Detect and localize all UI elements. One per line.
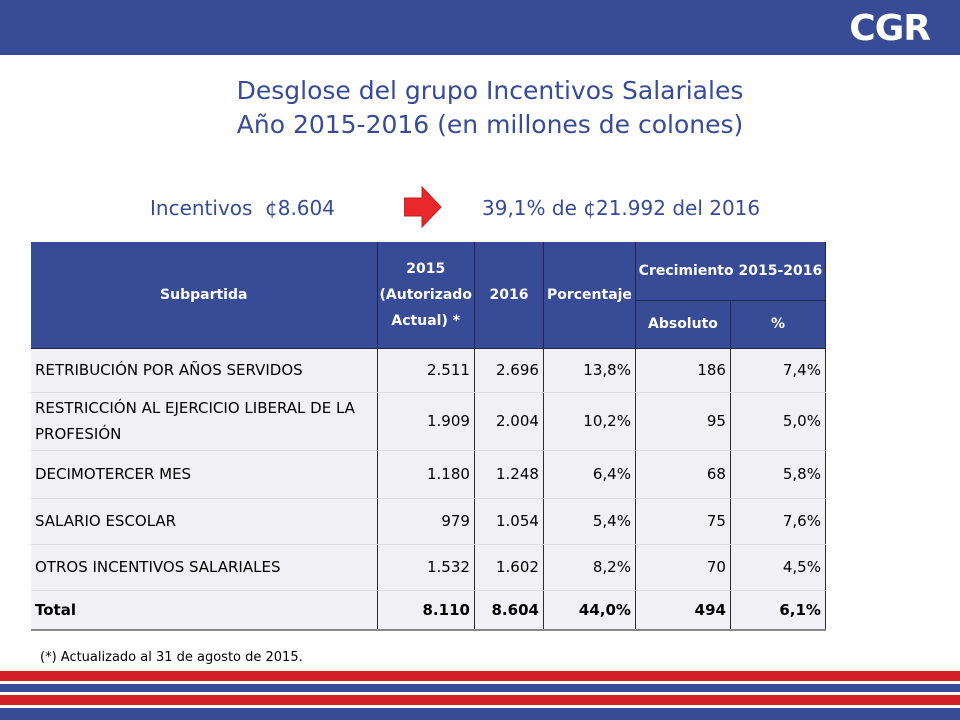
title-line-2: Año 2015-2016 (en millones de colones) (236, 110, 744, 139)
table-row: DECIMOTERCER MES 1.180 1.248 6,4% 68 5,8… (31, 450, 826, 499)
row-pct: 4,5% (730, 544, 826, 591)
table-row: OTROS INCENTIVOS SALARIALES 1.532 1.602 … (31, 544, 826, 591)
row-pct: 7,6% (730, 498, 826, 545)
row-porcentaje: 6,4% (543, 450, 636, 499)
row-2015: 979 (377, 498, 475, 545)
row-2016: 1.054 (474, 498, 544, 545)
row-porcentaje: 5,4% (543, 498, 636, 545)
row-name: RETRIBUCIÓN POR AÑOS SERVIDOS (31, 348, 378, 393)
total-2016: 8.604 (474, 589, 544, 631)
row-2015: 2.511 (377, 348, 475, 393)
row-pct: 5,0% (730, 392, 826, 451)
row-porcentaje: 8,2% (543, 544, 636, 591)
row-name: RESTRICCIÓN AL EJERCICIO LIBERAL DE LA P… (31, 392, 378, 451)
row-pct: 7,4% (730, 348, 826, 393)
row-name: OTROS INCENTIVOS SALARIALES (31, 544, 378, 591)
total-row: Total 8.110 8.604 44,0% 494 6,1% (31, 589, 826, 631)
row-absoluto: 68 (635, 450, 731, 499)
table-row: SALARIO ESCOLAR 979 1.054 5,4% 75 7,6% (31, 498, 826, 545)
header-crecimiento: Crecimiento 2015-2016 (635, 242, 826, 301)
row-2016: 2.004 (474, 392, 544, 451)
total-2015: 8.110 (377, 589, 475, 631)
row-name: SALARIO ESCOLAR (31, 498, 378, 545)
header-bar: CGR (0, 0, 960, 55)
total-pct: 6,1% (730, 589, 826, 631)
row-porcentaje: 13,8% (543, 348, 636, 393)
header-2015: 2015 (Autorizado Actual) * (377, 242, 475, 349)
summary-description: 39,1% de ¢21.992 del 2016 (482, 196, 761, 220)
slide-title: Desglose del grupo Incentivos Salariales… (0, 74, 960, 142)
row-porcentaje: 10,2% (543, 392, 636, 451)
row-absoluto: 75 (635, 498, 731, 545)
stripe-blue (0, 684, 960, 692)
row-absoluto: 186 (635, 348, 731, 393)
stripe-red-top (0, 671, 960, 681)
incentives-table: Subpartida 2015 (Autorizado Actual) * 20… (31, 242, 826, 631)
total-absoluto: 494 (635, 589, 731, 631)
stripe-blue-bottom (0, 708, 960, 720)
total-name: Total (31, 589, 378, 631)
title-line-1: Desglose del grupo Incentivos Salariales (236, 76, 744, 105)
table-row: RESTRICCIÓN AL EJERCICIO LIBERAL DE LA P… (31, 392, 826, 451)
cgr-logo: CGR (849, 8, 931, 49)
header-pct: % (730, 300, 826, 349)
header-subpartida: Subpartida (31, 242, 378, 349)
header-absoluto: Absoluto (635, 300, 731, 349)
right-arrow-icon (404, 185, 442, 229)
row-2016: 2.696 (474, 348, 544, 393)
header-porcentaje: Porcentaje (543, 242, 636, 349)
row-2015: 1.180 (377, 450, 475, 499)
stripe-red-bottom (0, 695, 960, 705)
row-2015: 1.532 (377, 544, 475, 591)
summary-value: ¢8.604 (265, 196, 335, 220)
total-porcentaje: 44,0% (543, 589, 636, 631)
footnote: (*) Actualizado al 31 de agosto de 2015. (40, 650, 303, 665)
row-pct: 5,8% (730, 450, 826, 499)
row-absoluto: 95 (635, 392, 731, 451)
table-row: RETRIBUCIÓN POR AÑOS SERVIDOS 2.511 2.69… (31, 348, 826, 393)
row-2016: 1.602 (474, 544, 544, 591)
row-name: DECIMOTERCER MES (31, 450, 378, 499)
row-2015: 1.909 (377, 392, 475, 451)
header-2016: 2016 (474, 242, 544, 349)
row-absoluto: 70 (635, 544, 731, 591)
row-2016: 1.248 (474, 450, 544, 499)
summary-label: Incentivos (150, 196, 253, 220)
